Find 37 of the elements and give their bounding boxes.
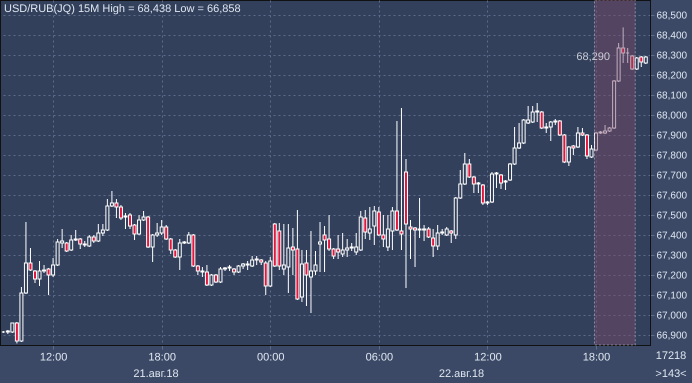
y-tick-label: 68,100 [656,90,688,102]
candlestick [394,120,399,232]
y-tick-label: 67,200 [656,270,688,282]
y-tick-label: 67,400 [656,230,688,242]
y-tick-label: 68,300 [656,50,688,62]
y-tick-label: 67,600 [656,190,688,202]
y-tick-label: 68,000 [656,110,688,122]
y-tick-label: 68,200 [656,70,688,82]
y-tick-label: 67,800 [656,150,688,162]
text: 21.авг.18 [133,368,179,380]
candlestick [408,220,413,260]
candlestick [399,108,404,250]
y-tick-label: 68,400 [656,30,688,42]
chart-title: USD/RUB(JQ) 15M High = 68,438 Low = 66,858 [4,3,241,15]
x-tick-label: 06:00 [366,352,394,364]
y-tick-label: 67,100 [656,290,688,302]
y-tick-label: 66,900 [656,330,688,342]
x-tick-label: 18:00 [582,352,610,364]
annotation: 68,290 [576,51,610,63]
candlestick [431,228,436,258]
y-tick-label: 68,500 [656,10,688,22]
y-tick-label: 67,500 [656,210,688,222]
text: 22.авг.18 [438,368,484,380]
x-tick-label: 00:00 [256,352,285,364]
x-tick-label: 18:00 [148,352,176,364]
text: >143< [655,368,687,380]
x-tick-label: 12:00 [40,352,68,364]
x-tick-label: 12:00 [474,352,502,364]
y-tick-label: 67,300 [656,250,688,262]
text: 17218 [656,350,686,362]
y-tick-label: 67,900 [656,130,688,142]
y-tick-label: 67,000 [656,310,688,322]
candlestick [368,206,372,240]
candlestick [318,222,322,272]
y-tick-label: 67,700 [656,170,688,182]
candlestick [630,54,634,70]
candlestick [322,226,327,272]
